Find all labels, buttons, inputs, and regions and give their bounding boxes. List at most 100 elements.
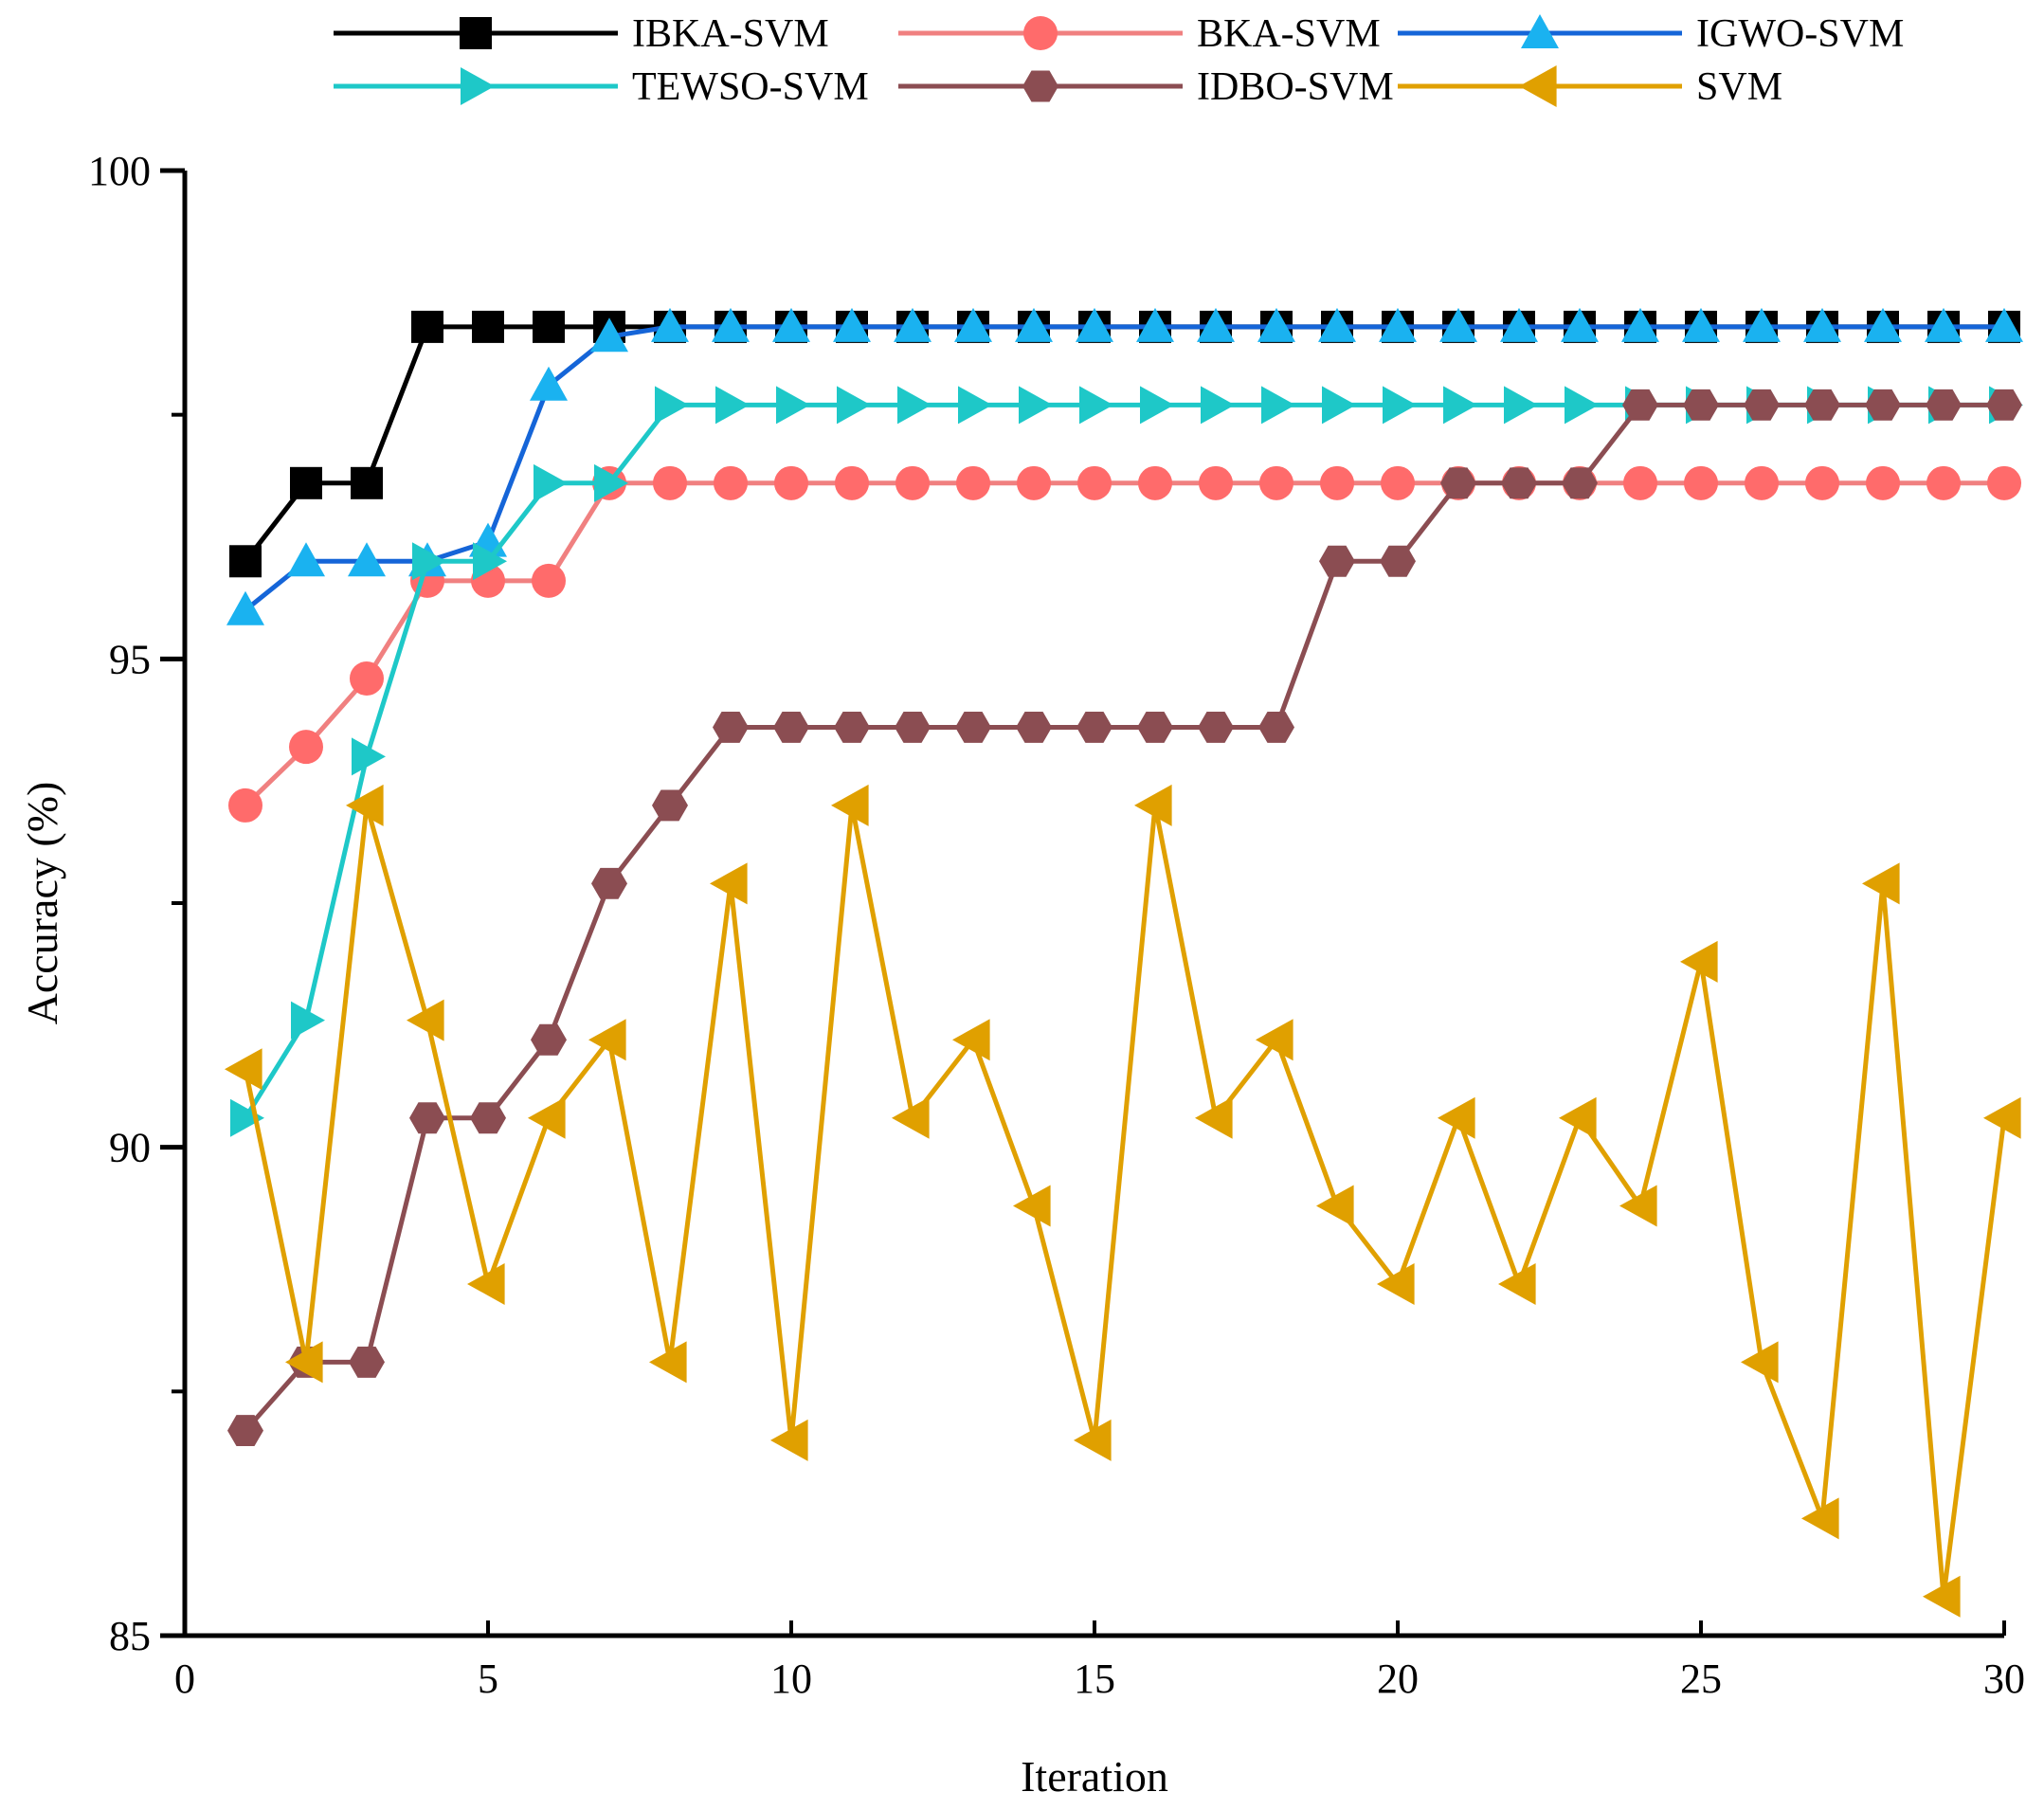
y-tick-label: 85 [109,1613,151,1659]
data-point-idbo-svm [1683,389,1719,421]
data-point-igwo-svm [1136,307,1174,342]
legend-marker [461,67,495,105]
data-point-bka-svm [1805,465,1839,500]
data-point-bka-svm [774,465,808,500]
x-tick-label: 5 [478,1656,498,1702]
data-point-igwo-svm [712,307,750,342]
data-point-igwo-svm [772,307,810,342]
x-tick-label: 20 [1377,1656,1419,1702]
data-point-tewso-svm [1079,386,1113,425]
legend-marker [1519,65,1557,107]
data-point-igwo-svm [833,307,871,342]
data-point-idbo-svm [1926,389,1962,421]
data-point-svm [1619,1185,1657,1227]
data-point-tewso-svm [534,463,568,502]
data-point-igwo-svm [954,307,992,342]
x-tick-label: 0 [174,1656,195,1702]
data-point-svm [1559,1096,1597,1139]
data-point-idbo-svm [591,867,627,899]
data-point-idbo-svm [1804,389,1840,421]
data-point-bka-svm [1077,465,1112,500]
data-point-igwo-svm [1985,307,2023,342]
legend-label: IDBO-SVM [1197,65,1394,109]
data-point-svm [1801,1497,1839,1540]
data-point-igwo-svm [1500,307,1538,342]
data-point-bka-svm [835,465,869,500]
data-point-ibka-svm [229,545,262,578]
data-point-bka-svm [1320,465,1354,500]
data-point-svm [1316,1185,1354,1227]
data-point-tewso-svm [1140,386,1174,425]
data-point-tewso-svm [412,542,446,581]
data-point-idbo-svm [227,1415,263,1446]
data-point-svm [1498,1262,1536,1305]
legend-marker [1022,70,1058,102]
data-point-idbo-svm [652,789,688,822]
series-line-svm [243,803,2007,1600]
data-point-igwo-svm [1561,307,1599,342]
plot-area [225,307,2023,1618]
data-point-idbo-svm [1016,712,1052,743]
data-point-idbo-svm [1622,389,1658,421]
data-point-tewso-svm [1019,386,1053,425]
data-point-idbo-svm [470,1102,506,1134]
data-point-igwo-svm [1682,307,1720,342]
data-point-igwo-svm [287,542,325,577]
legend-label: IBKA-SVM [632,12,829,56]
data-point-idbo-svm [1137,712,1173,743]
data-point-bka-svm [1926,465,1961,500]
data-point-bka-svm [1199,465,1233,500]
data-point-bka-svm [1017,465,1051,500]
legend-item-svm: SVM [1398,65,1782,109]
axes: 0 5 10 15 20 25 30 85 90 95 100 Iteration Accurac… [18,148,2025,1801]
data-point-bka-svm [350,661,384,696]
data-point-igwo-svm [1803,307,1841,342]
data-point-igwo-svm [1379,307,1417,342]
data-point-tewso-svm [594,463,628,502]
data-point-svm [528,1096,566,1139]
data-point-tewso-svm [1504,386,1538,425]
data-point-idbo-svm [1198,712,1234,743]
data-point-bka-svm [714,465,748,500]
data-point-svm [892,1096,930,1139]
y-tick-label: 95 [109,636,151,682]
data-point-igwo-svm [1439,307,1477,342]
data-point-svm [1680,940,1718,983]
data-point-idbo-svm [1380,545,1416,577]
data-point-bka-svm [1866,465,1900,500]
data-point-ibka-svm [472,310,504,343]
data-point-igwo-svm [1015,307,1053,342]
data-point-igwo-svm [590,317,628,353]
x-axis-ticks: 0 5 10 15 20 25 30 [174,1620,2025,1702]
data-point-idbo-svm [1501,467,1537,499]
data-point-svm [1862,862,1900,905]
data-point-tewso-svm [291,1001,325,1040]
data-point-idbo-svm [1562,467,1598,499]
y-tick-label: 90 [109,1125,151,1171]
data-point-svm [1983,1096,2021,1139]
data-point-svm [1438,1096,1475,1139]
data-point-bka-svm [289,730,323,765]
y-axis-title: Accuracy (%) [18,782,66,1025]
data-point-idbo-svm [1076,712,1112,743]
data-point-svm [588,1019,626,1061]
data-point-igwo-svm [651,307,689,342]
data-point-svm [770,1419,808,1461]
data-point-svm [467,1262,505,1305]
data-point-svm [831,784,869,826]
data-point-svm [407,999,444,1041]
series-line-ibka-svm [244,324,2004,563]
data-point-tewso-svm [1261,386,1295,425]
data-point-bka-svm [1138,465,1172,500]
data-point-ibka-svm [351,466,383,499]
legend-item-ibka-svm: IBKA-SVM [334,12,829,56]
data-point-ibka-svm [411,310,443,343]
data-point-idbo-svm [895,712,931,743]
data-point-bka-svm [956,465,990,500]
data-point-tewso-svm [1201,386,1235,425]
data-point-svm [649,1341,687,1384]
data-point-tewso-svm [352,737,386,776]
series-igwo-svm [226,307,2023,625]
